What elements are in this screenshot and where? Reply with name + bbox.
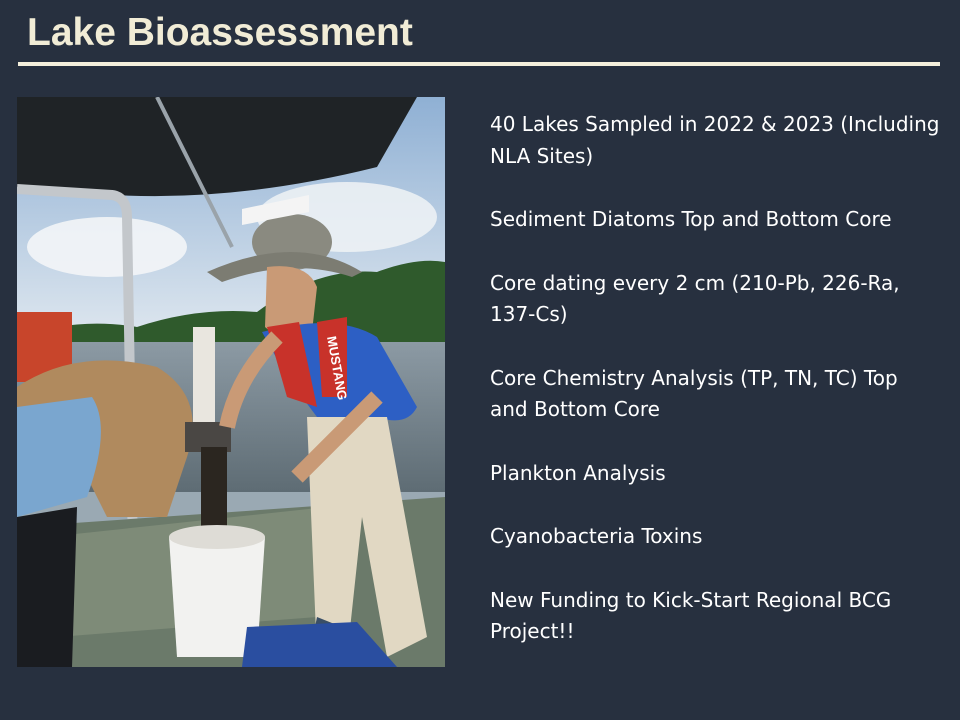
bullet-item: Plankton Analysis bbox=[490, 460, 666, 485]
bullet-item: Cyanobacteria Toxins bbox=[490, 524, 703, 548]
slide-title: Lake Bioassessment bbox=[27, 11, 413, 54]
bullet-item: Core Chemistry Analysis (TP, TN, TC) Top… bbox=[490, 365, 898, 422]
bullet-item: 40 Lakes Sampled in 2022 & 2023 (Includi… bbox=[490, 112, 940, 168]
bullet-list: 40 Lakes Sampled in 2022 & 2023 (Includi… bbox=[490, 109, 940, 680]
field-sampling-photo: MUSTANG bbox=[17, 97, 445, 667]
bullet-item: Sediment Diatoms Top and Bottom Core bbox=[490, 207, 892, 231]
title-divider bbox=[18, 62, 940, 66]
bullet-item: Core dating every 2 cm (210-Pb, 226-Ra, … bbox=[490, 270, 900, 327]
bullet-item: New Funding to Kick-Start Regional BCG P… bbox=[490, 587, 892, 644]
